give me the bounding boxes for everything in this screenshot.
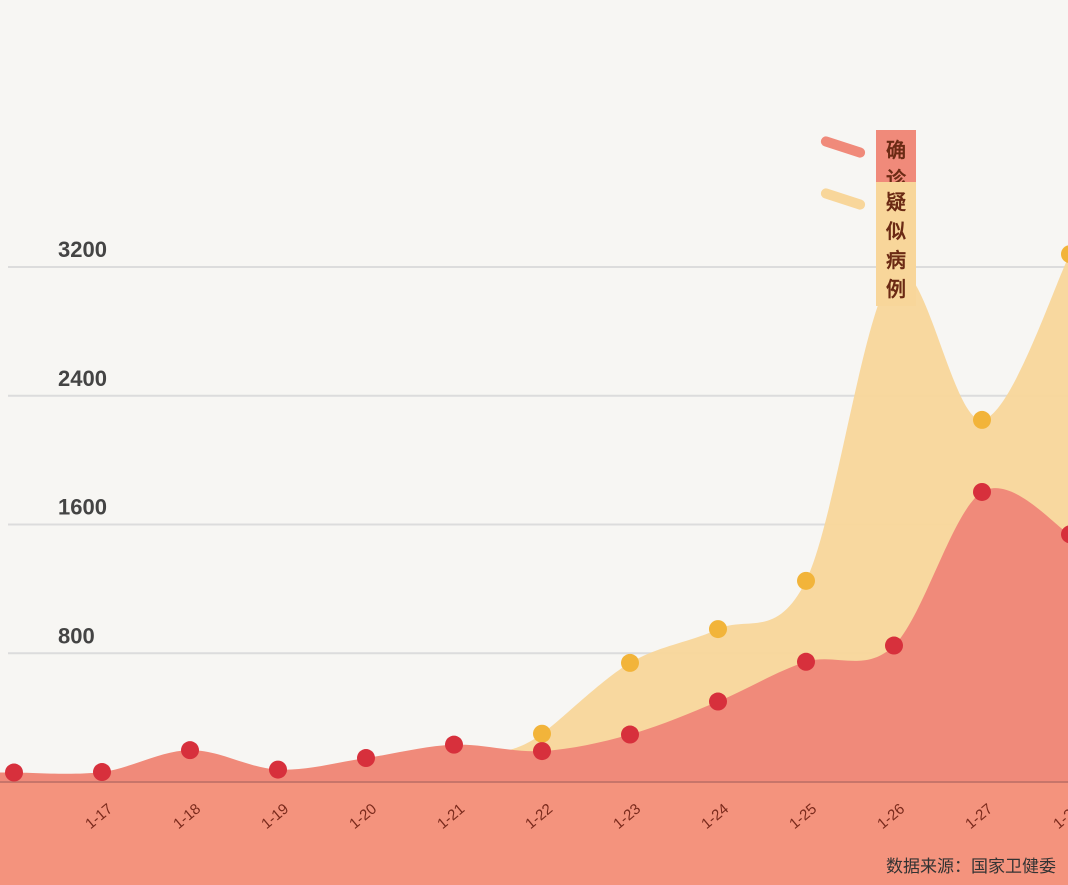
point-suspected-1-25	[797, 571, 815, 590]
y-tick-label-3200: 3200	[58, 237, 107, 262]
point-confirmed-1-23	[621, 725, 639, 744]
point-confirmed-1-27	[973, 482, 991, 501]
source-note: 数据来源：国家卫健委	[886, 857, 1056, 877]
point-confirmed-1-21	[445, 735, 463, 754]
point-confirmed-1-28	[1061, 525, 1068, 544]
point-suspected-1-23	[621, 653, 639, 672]
point-confirmed-1-19	[269, 760, 287, 779]
point-confirmed-1-18	[181, 741, 199, 760]
point-suspected-1-28	[1061, 245, 1068, 263]
axis-band	[0, 782, 1068, 885]
point-confirmed-1-16	[5, 763, 23, 782]
point-confirmed-1-25	[797, 652, 815, 671]
y-tick-label-800: 800	[58, 623, 95, 648]
point-confirmed-1-17	[93, 763, 111, 782]
point-confirmed-1-26	[885, 636, 903, 655]
point-confirmed-1-22	[533, 742, 551, 761]
point-suspected-1-22	[533, 724, 551, 743]
point-confirmed-1-24	[709, 692, 727, 711]
point-suspected-1-24	[709, 620, 727, 639]
point-confirmed-1-20	[357, 749, 375, 768]
y-tick-label-1600: 1600	[58, 495, 107, 520]
y-tick-label-2400: 2400	[58, 366, 107, 391]
point-suspected-1-27	[973, 410, 991, 429]
legend-label-suspected: 疑似病例	[876, 182, 916, 306]
